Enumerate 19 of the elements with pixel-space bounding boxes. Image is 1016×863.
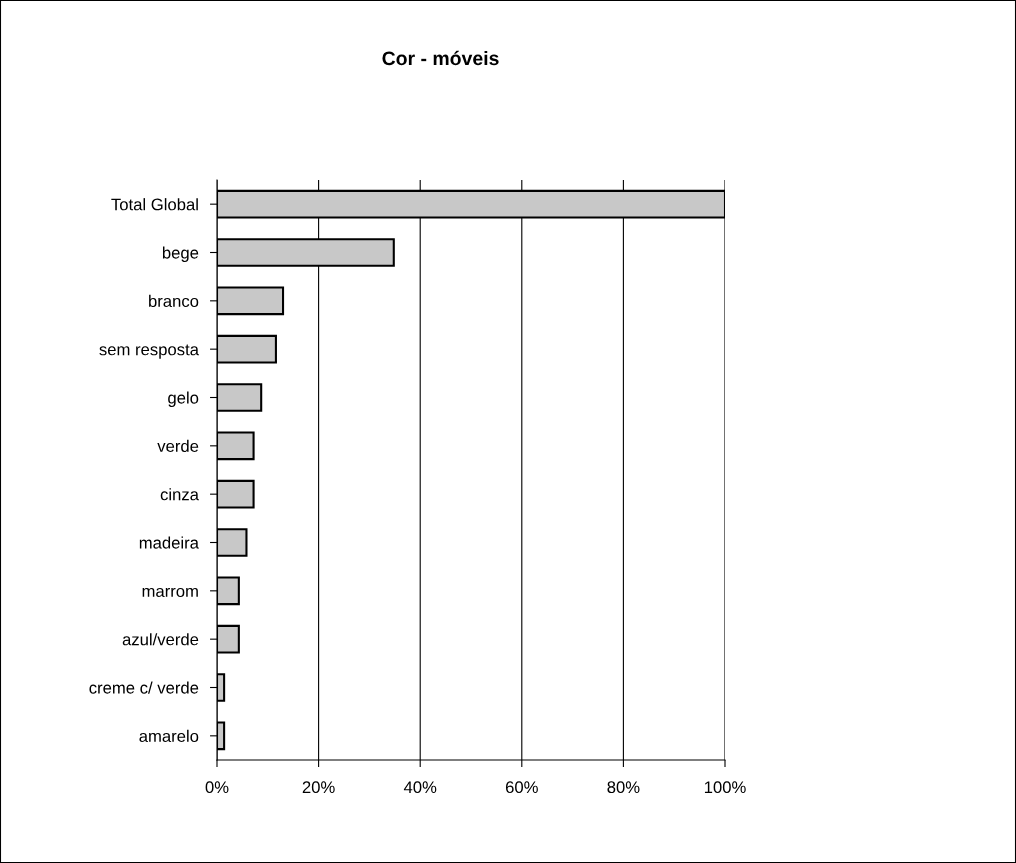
y-tick-label: madeira <box>139 536 199 549</box>
x-tick-label: 60% <box>505 781 538 794</box>
y-tick-label: azul/verde <box>122 633 199 646</box>
y-tick-label: bege <box>162 246 199 262</box>
y-tick-label: sem resposta <box>99 344 199 359</box>
y-tick-label: cinza <box>160 488 199 501</box>
y-tick-label: amarelo <box>139 729 199 743</box>
x-tick-label: 20% <box>302 781 335 794</box>
x-tick-label: 40% <box>403 781 437 794</box>
x-tick-label: 0% <box>205 781 229 794</box>
y-tick-label: gelo <box>168 391 199 407</box>
y-tick-label: verde <box>157 439 199 453</box>
y-tick-label: creme c/ verde <box>89 681 199 694</box>
y-tick-label: branco <box>149 294 199 308</box>
chart-title: Cor - móveis <box>382 50 499 66</box>
x-tick-label: 80% <box>607 781 640 794</box>
x-tick-label: 100% <box>704 781 746 794</box>
y-tick-label: Total Global <box>111 198 198 211</box>
y-tick-label: marrom <box>142 587 198 598</box>
